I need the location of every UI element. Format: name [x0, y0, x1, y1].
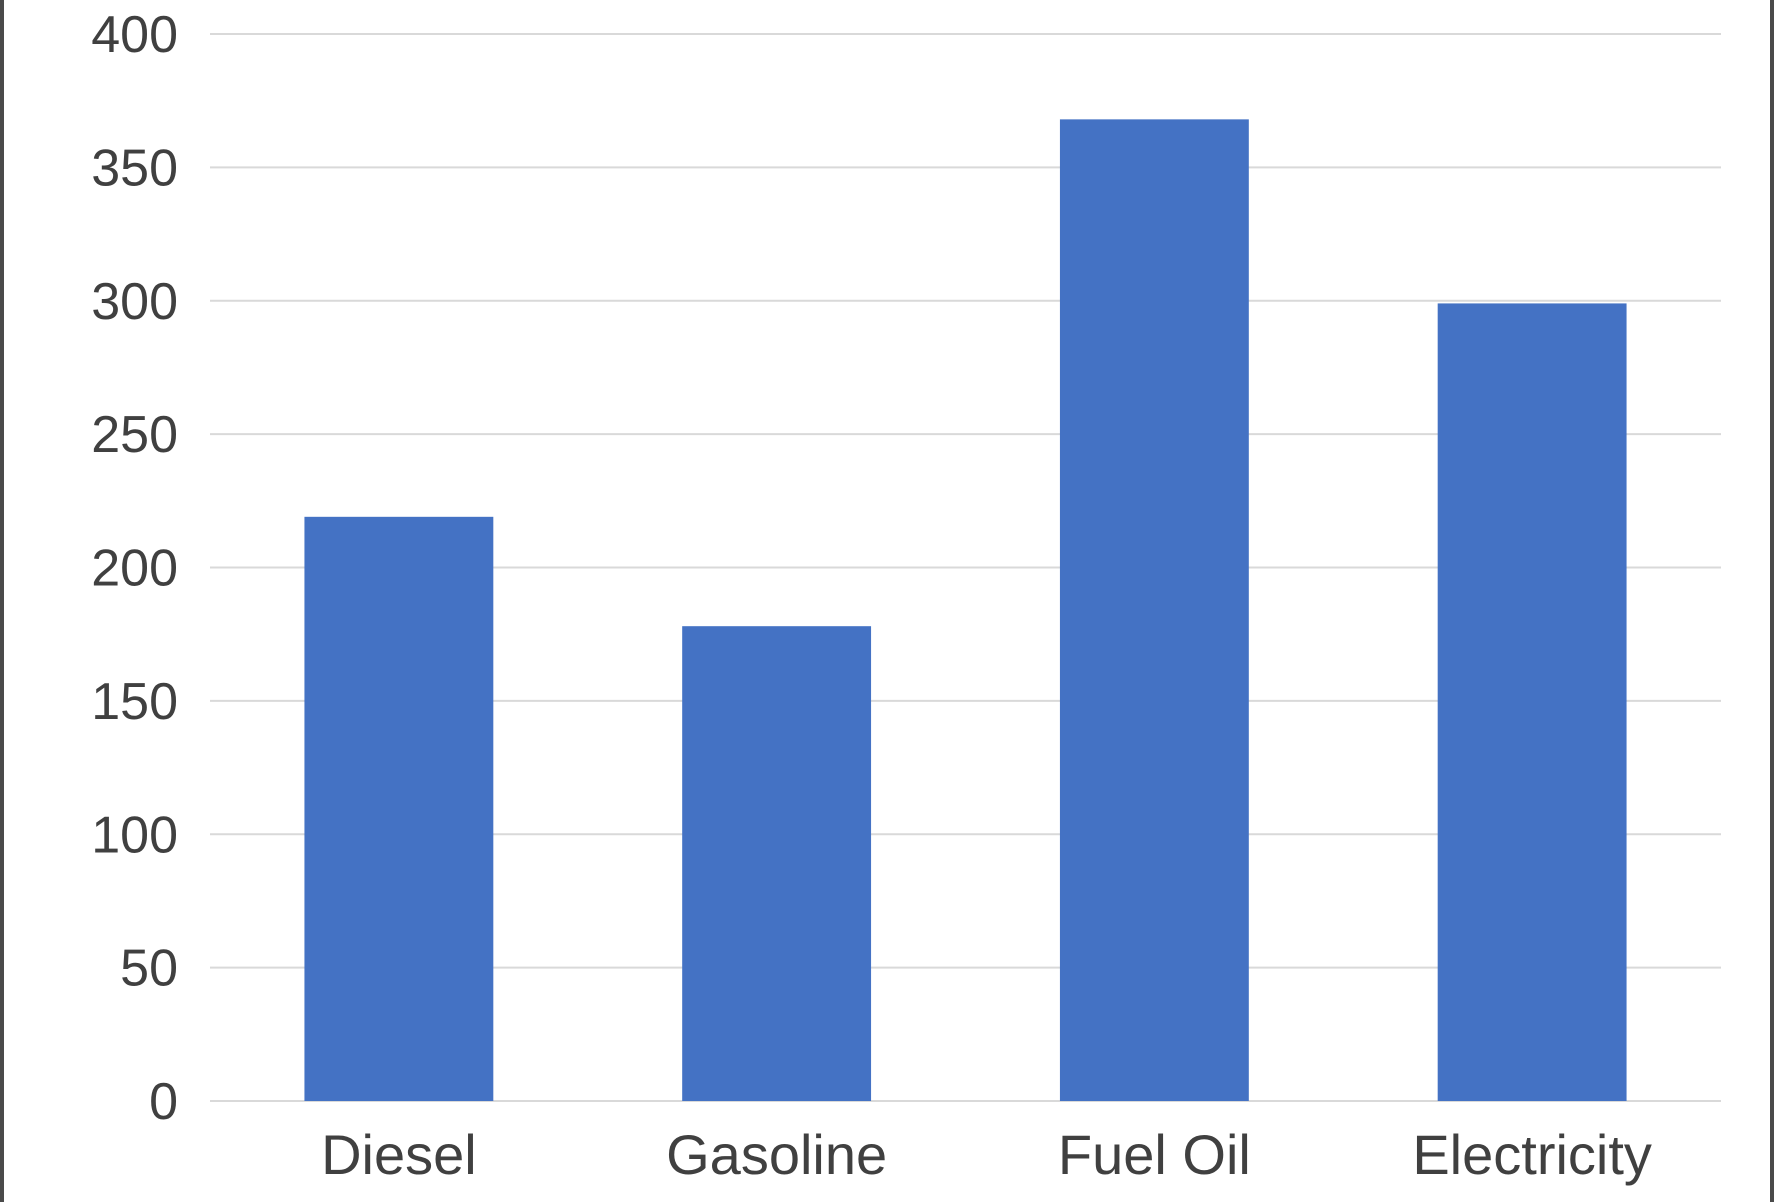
y-tick-label: 0 [149, 1073, 178, 1131]
bar-electricity [1437, 303, 1627, 1102]
x-category-label: Gasoline [666, 1123, 887, 1186]
y-tick-label: 150 [91, 673, 178, 731]
bar-gasoline [682, 626, 872, 1101]
x-axis-category-labels: Diesel Gasoline Fuel Oil Electricity [321, 1123, 1652, 1186]
y-tick-label: 100 [91, 806, 178, 864]
x-category-label: Fuel Oil [1058, 1123, 1251, 1186]
bar-chart: 0 50 100 150 200 250 300 350 400 Diesel Gasoline F… [91, 6, 1721, 1186]
y-tick-label: 200 [91, 540, 178, 598]
bar-fuel-oil [1059, 119, 1249, 1102]
y-tick-label: 400 [91, 6, 178, 64]
y-tick-label: 350 [91, 139, 178, 197]
bars [304, 119, 1627, 1102]
x-category-label: Electricity [1412, 1123, 1652, 1186]
y-tick-label: 250 [91, 406, 178, 464]
y-axis-tick-labels: 0 50 100 150 200 250 300 350 400 [91, 6, 178, 1131]
y-tick-label: 300 [91, 273, 178, 331]
x-category-label: Diesel [321, 1123, 477, 1186]
bar-diesel [304, 516, 494, 1101]
y-tick-label: 50 [120, 940, 178, 998]
